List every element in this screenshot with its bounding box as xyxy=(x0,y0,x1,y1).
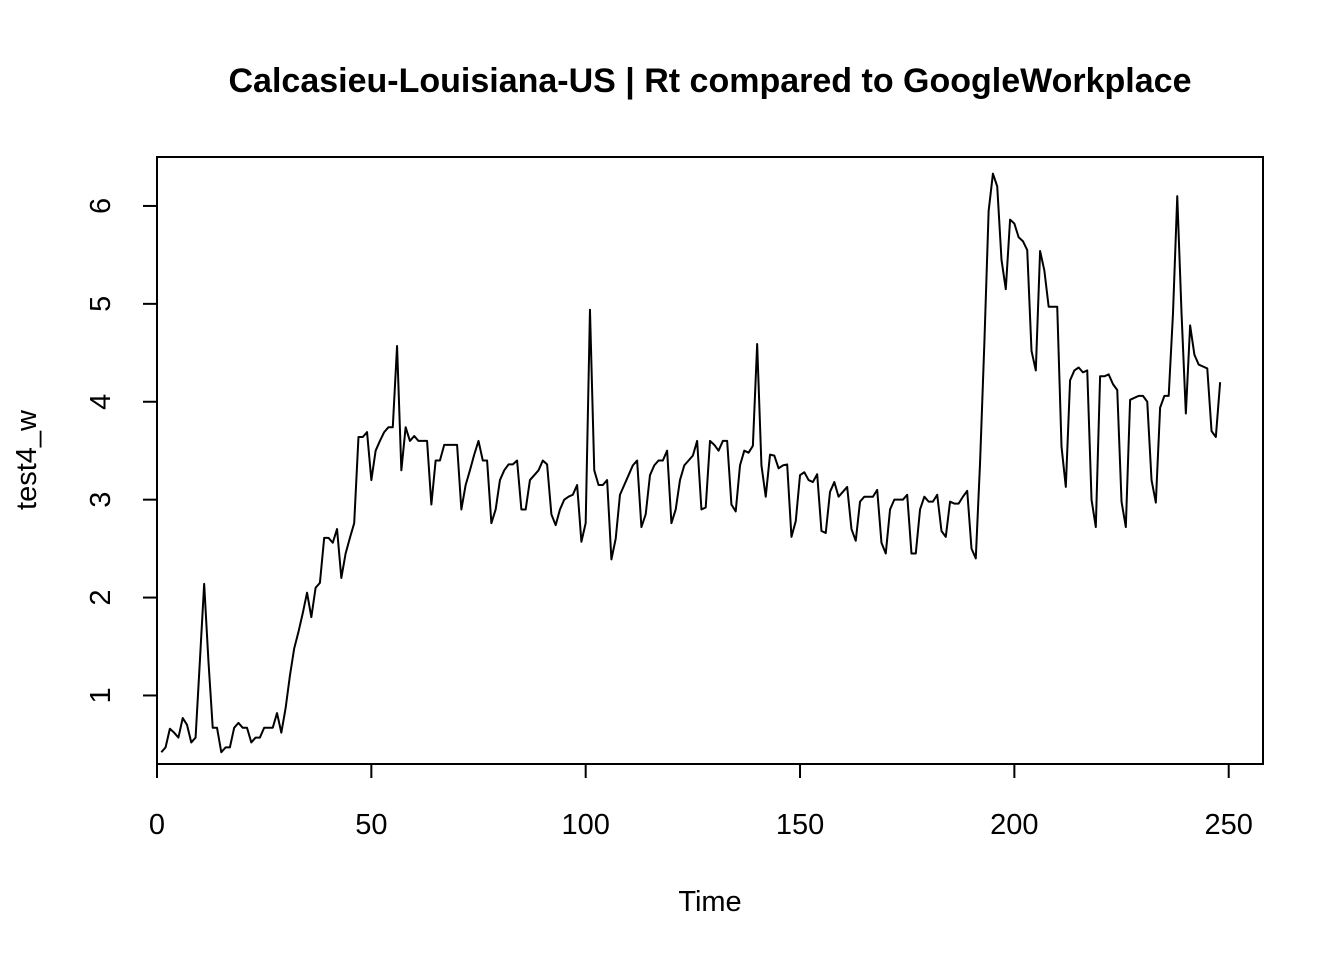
y-tick-label: 5 xyxy=(85,296,117,312)
x-tick-label: 0 xyxy=(149,809,165,841)
y-tick-label: 6 xyxy=(85,198,117,214)
y-tick-label: 3 xyxy=(85,492,117,508)
y-axis: 1 2 3 4 5 6 xyxy=(85,198,158,704)
chart-title: Calcasieu-Louisiana-US | Rt compared to … xyxy=(229,62,1192,100)
x-tick-label: 250 xyxy=(1205,809,1253,841)
y-axis-label: test4_w xyxy=(11,409,43,510)
x-axis-label: Time xyxy=(678,886,741,918)
y-tick-label: 1 xyxy=(85,687,117,703)
x-tick-label: 100 xyxy=(561,809,609,841)
y-tick-label: 2 xyxy=(85,589,117,605)
x-tick-label: 150 xyxy=(776,809,824,841)
x-tick-label: 50 xyxy=(355,809,387,841)
x-axis: 0 50 100 150 200 250 xyxy=(149,763,1253,841)
x-tick-label: 200 xyxy=(990,809,1038,841)
series-line xyxy=(160,172,1222,754)
y-tick-label: 4 xyxy=(85,394,117,410)
